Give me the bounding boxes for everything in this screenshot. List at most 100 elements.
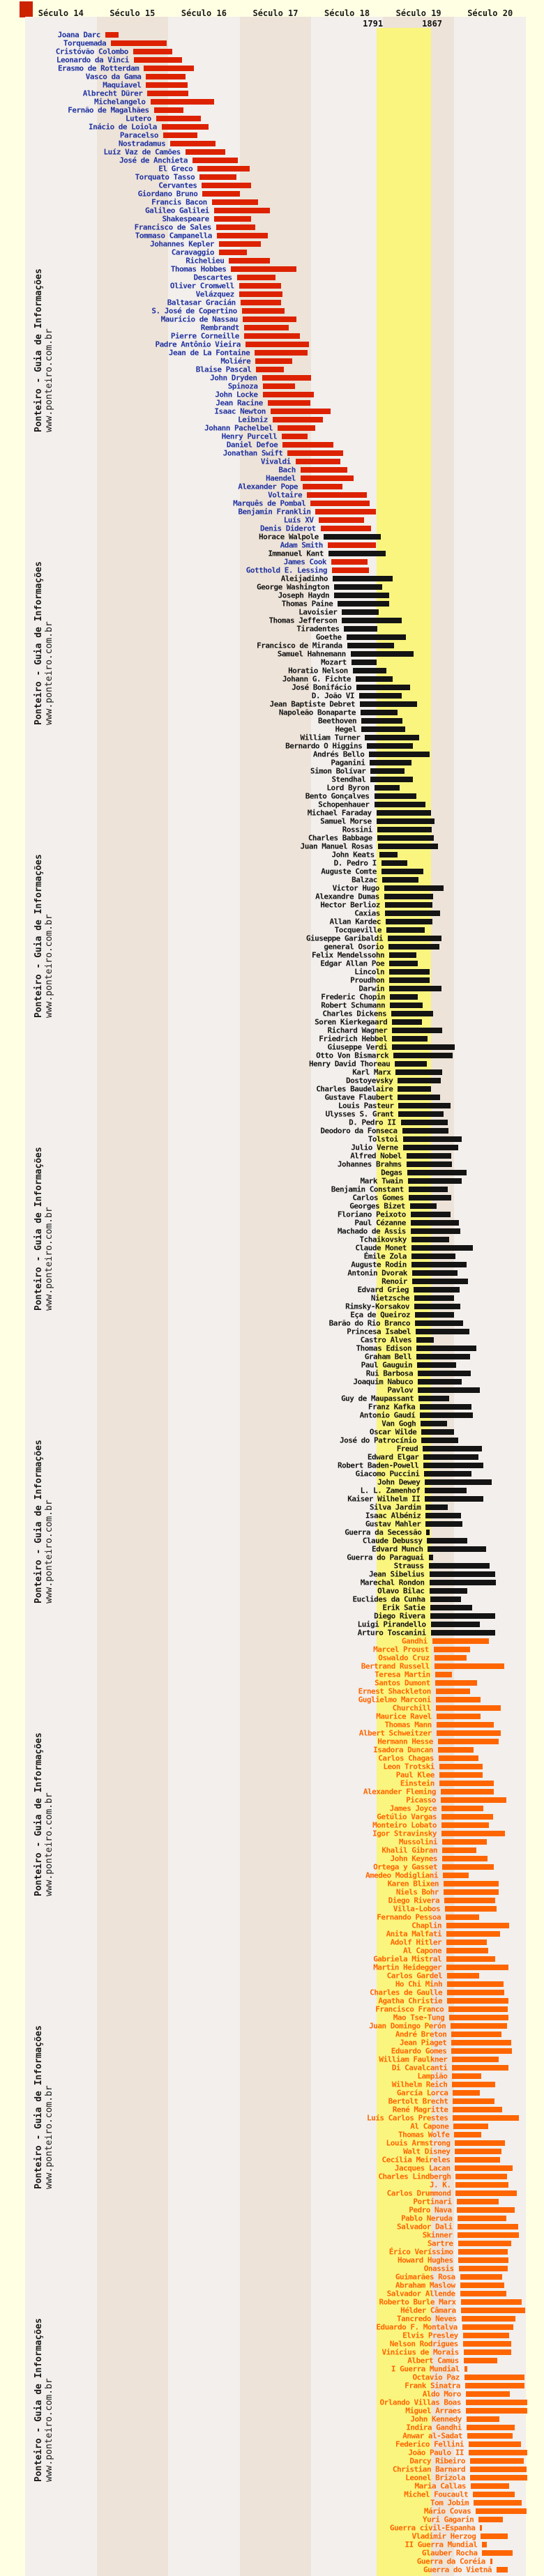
lifespan-bar — [469, 2467, 527, 2472]
lifespan-bar — [153, 107, 183, 113]
lifespan-bar — [398, 1078, 441, 1083]
lifespan-bar — [398, 1111, 444, 1117]
person-name: Inácio de Loiola — [88, 122, 157, 132]
lifespan-bar — [413, 1287, 460, 1293]
lifespan-bar — [458, 2266, 508, 2271]
person-name: Cervantes — [158, 181, 197, 190]
person-name: Leonardo da Vinci — [56, 55, 130, 65]
century-label: Século 16 — [181, 8, 227, 18]
logo-mark — [20, 1, 33, 17]
person-name: Juan Domingo Perón — [369, 2021, 446, 2031]
lifespan-bar — [229, 258, 270, 264]
person-name: Rimsky-Korsakov — [345, 1302, 409, 1311]
person-name: Al Capone — [410, 2121, 449, 2131]
lifespan-bar — [454, 2132, 482, 2137]
person-name: Nelson Rodrigues — [389, 2339, 458, 2349]
lifespan-bar — [365, 735, 420, 740]
person-name: Olavo Bilac — [377, 1586, 425, 1596]
person-name: L. L. Zamenhof — [360, 1486, 421, 1495]
person-name: Voltaire — [268, 490, 303, 500]
person-name: Luís XV — [283, 515, 314, 525]
lifespan-bar — [389, 952, 417, 958]
lifespan-bar — [451, 2032, 502, 2037]
lifespan-bar — [482, 2550, 513, 2556]
lifespan-bar — [436, 1714, 481, 1719]
lifespan-bar — [451, 2048, 513, 2054]
lifespan-bar — [411, 1253, 456, 1259]
person-name: Diego Rivera — [374, 1611, 425, 1621]
lifespan-bar — [243, 325, 289, 330]
lifespan-bar — [462, 2324, 513, 2330]
lifespan-bar — [133, 57, 182, 63]
person-name: Thomas Wolfe — [398, 2130, 450, 2140]
lifespan-bar — [417, 1362, 457, 1368]
lifespan-bar — [243, 333, 300, 339]
lifespan-bar — [255, 350, 308, 356]
person-name: Lavoisier — [299, 607, 338, 617]
lifespan-bar — [300, 475, 354, 481]
watermark-brand-text: Ponteiro - Guia de Informações — [33, 1732, 44, 1896]
lifespan-bar — [435, 1680, 478, 1686]
person-name: Eduardo F. Montalva — [376, 2322, 458, 2332]
lifespan-bar — [455, 2140, 506, 2146]
lifespan-bar — [256, 367, 285, 372]
lifespan-bar — [435, 1697, 481, 1702]
lifespan-bar — [453, 2090, 481, 2096]
person-name: Hermann Hesse — [377, 1737, 433, 1746]
lifespan-bar — [446, 1931, 501, 1937]
person-name: Degas — [381, 1168, 402, 1178]
person-name: Isaac Albéniz — [365, 1511, 421, 1521]
lifespan-bar — [455, 2165, 513, 2171]
person-name: Gandhi — [401, 1636, 428, 1646]
lifespan-bar — [416, 1337, 434, 1343]
lifespan-bar — [480, 2525, 483, 2531]
lifespan-bar — [410, 1220, 459, 1226]
lifespan-bar — [464, 2366, 467, 2372]
person-name: Franz Kafka — [368, 1402, 416, 1412]
lifespan-bar — [197, 166, 250, 172]
lifespan-bar — [425, 1504, 448, 1510]
lifespan-bar — [416, 1354, 470, 1359]
lifespan-bar — [473, 2492, 515, 2497]
lifespan-bar — [384, 894, 433, 899]
lifespan-bar — [384, 885, 444, 891]
person-name: Francisco de Sales — [134, 222, 212, 232]
lifespan-bar — [445, 1906, 497, 1912]
lifespan-bar — [278, 425, 316, 431]
person-name: Pavlov — [387, 1385, 414, 1395]
watermark-url-text: www.ponteiro.com.br — [44, 2085, 54, 2189]
person-name: George Washington — [257, 582, 330, 592]
person-name: Villa-Lobos — [393, 1904, 441, 1914]
lifespan-bar — [333, 576, 393, 581]
lifespan-bar — [240, 300, 282, 305]
person-name: Skinner — [422, 2230, 453, 2240]
lifespan-bar — [465, 2391, 511, 2397]
person-name: Floriano Peixoto — [337, 1210, 406, 1219]
person-name: general Osorio — [324, 942, 384, 952]
person-name: Dostoyevsky — [346, 1076, 393, 1085]
lifespan-bar — [170, 141, 216, 146]
person-name: Mussolini — [398, 1837, 438, 1847]
person-name: Tolstoi — [368, 1134, 398, 1144]
person-name: Anita Malfati — [386, 1929, 442, 1939]
lifespan-bar — [236, 275, 275, 280]
lifespan-bar — [447, 1990, 505, 1995]
person-name: Fernão de Magalhães — [68, 105, 149, 115]
person-name: Claude Debussy — [362, 1536, 423, 1546]
person-name: Baltasar Gracián — [167, 298, 236, 307]
lifespan-bar — [402, 1145, 458, 1150]
person-name: II Guerra Mundial — [405, 2540, 478, 2550]
lifespan-bar — [452, 2065, 509, 2071]
person-name: Graham Bell — [364, 1352, 412, 1362]
lifespan-bar — [411, 1245, 474, 1251]
lifespan-bar — [441, 1814, 493, 1820]
person-name: Edward Elgar — [367, 1452, 419, 1462]
lifespan-bar — [474, 2500, 522, 2506]
lifespan-bar — [408, 1187, 448, 1192]
person-name: Getúlio Vargas — [377, 1812, 437, 1822]
lifespan-bar — [471, 2483, 510, 2489]
lifespan-bar — [451, 2023, 508, 2029]
person-name: James Cook — [283, 557, 327, 567]
person-name: Eduardo Gomes — [391, 2046, 447, 2056]
person-name: Thomas Edison — [356, 1343, 412, 1353]
